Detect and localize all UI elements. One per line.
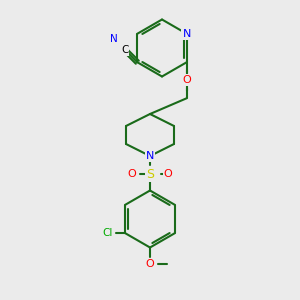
Text: C: C	[121, 44, 128, 55]
Text: S: S	[146, 167, 154, 181]
Text: N: N	[182, 29, 191, 39]
Text: O: O	[182, 75, 191, 85]
Text: N: N	[146, 151, 154, 161]
Text: Cl: Cl	[102, 228, 112, 238]
Text: N: N	[110, 34, 118, 44]
Text: O: O	[164, 169, 172, 179]
Text: O: O	[146, 259, 154, 269]
Text: O: O	[128, 169, 136, 179]
